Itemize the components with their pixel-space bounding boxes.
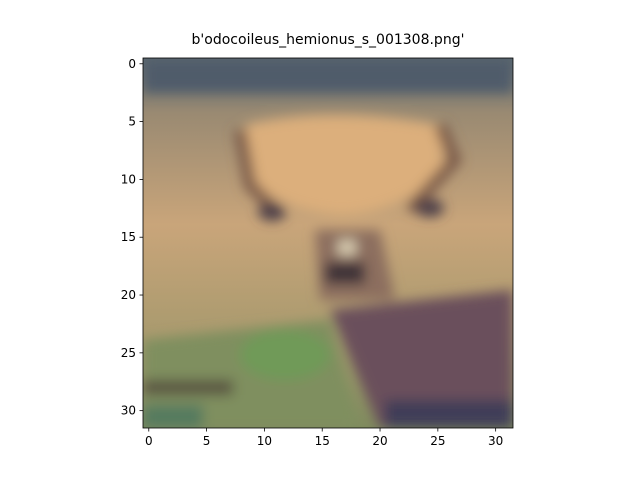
x-tick-label: 15 <box>315 434 330 448</box>
image <box>143 58 513 428</box>
chart-title: b'odocoileus_hemionus_s_001308.png' <box>192 32 465 48</box>
y-tick-label: 30 <box>121 404 136 418</box>
x-tick-label: 25 <box>430 434 445 448</box>
axes-frame <box>142 57 514 429</box>
y-tick-label: 10 <box>121 172 136 186</box>
x-tick-label: 10 <box>257 434 272 448</box>
y-tick-label: 5 <box>128 115 136 129</box>
y-tick-label: 20 <box>121 288 136 302</box>
x-tick-label: 30 <box>488 434 503 448</box>
x-tick-label: 5 <box>203 434 211 448</box>
x-tick-label: 0 <box>145 434 153 448</box>
x-tick-label: 20 <box>372 434 387 448</box>
y-tick-label: 15 <box>121 230 136 244</box>
y-tick-label: 0 <box>128 57 136 71</box>
y-tick-label: 25 <box>121 346 136 360</box>
